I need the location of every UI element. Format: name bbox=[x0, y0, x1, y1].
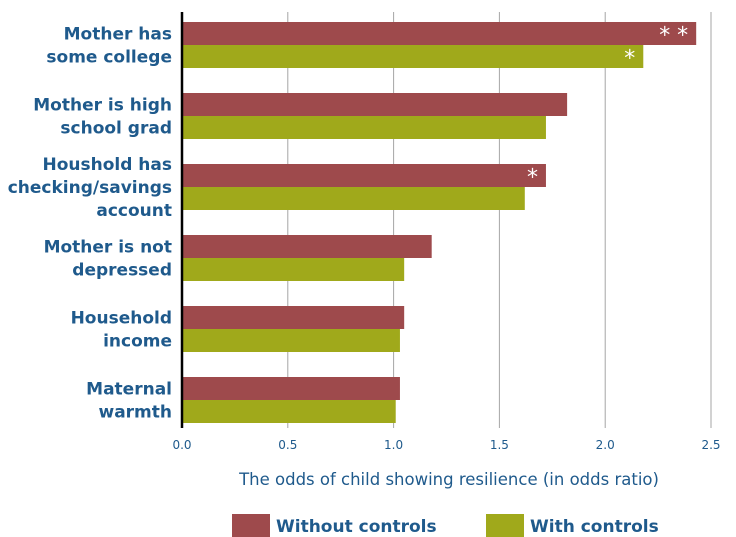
legend-label: With controls bbox=[530, 517, 659, 537]
bar-without-controls bbox=[182, 235, 432, 258]
legend-swatch bbox=[486, 514, 524, 537]
x-tick-label: 0.0 bbox=[172, 438, 191, 452]
x-tick-label: 1.5 bbox=[490, 438, 509, 452]
category-label: warmth bbox=[98, 403, 172, 423]
category-label: depressed bbox=[72, 261, 172, 281]
category-label: school grad bbox=[60, 119, 172, 139]
significance-marker: * bbox=[624, 47, 635, 72]
category-labels: Mother has some college Mother is high scho… bbox=[8, 25, 172, 423]
category-label: checking/savings bbox=[8, 178, 172, 198]
x-tick-labels: 0.0 0.5 1.0 1.5 2.0 2.5 bbox=[172, 438, 720, 452]
bars: * * * * bbox=[182, 22, 697, 423]
x-tick-label: 2.5 bbox=[701, 438, 720, 452]
category-label: income bbox=[103, 332, 172, 352]
significance-marker: * * bbox=[659, 24, 688, 49]
grid-lines bbox=[287, 12, 712, 428]
category-label: account bbox=[96, 201, 172, 221]
bar-without-controls bbox=[182, 164, 546, 187]
bar-with-controls bbox=[182, 400, 396, 423]
category-label: some college bbox=[46, 48, 172, 68]
bar-with-controls bbox=[182, 187, 525, 210]
category-label: Maternal bbox=[86, 380, 172, 400]
x-tick-label: 0.5 bbox=[278, 438, 297, 452]
bar-with-controls bbox=[182, 258, 405, 281]
bar-with-controls bbox=[182, 116, 546, 139]
bar-with-controls bbox=[182, 329, 400, 352]
category-label: Mother is not bbox=[44, 238, 172, 258]
bar-without-controls bbox=[182, 93, 568, 116]
bar-with-controls bbox=[182, 45, 644, 68]
x-axis-title: The odds of child showing resilience (in… bbox=[238, 470, 659, 489]
bar-without-controls bbox=[182, 22, 697, 45]
category-label: Mother is high bbox=[33, 96, 172, 116]
legend-swatch bbox=[232, 514, 270, 537]
legend-label: Without controls bbox=[276, 517, 437, 537]
bar-without-controls bbox=[182, 306, 405, 329]
bar-without-controls bbox=[182, 377, 400, 400]
x-tick-label: 1.0 bbox=[384, 438, 403, 452]
category-label: Houshold has bbox=[42, 155, 172, 175]
category-label: Household bbox=[71, 309, 172, 329]
x-tick-label: 2.0 bbox=[596, 438, 615, 452]
significance-marker: * bbox=[527, 166, 538, 191]
legend: Without controls With controls bbox=[232, 514, 659, 537]
category-label: Mother has bbox=[64, 25, 172, 45]
